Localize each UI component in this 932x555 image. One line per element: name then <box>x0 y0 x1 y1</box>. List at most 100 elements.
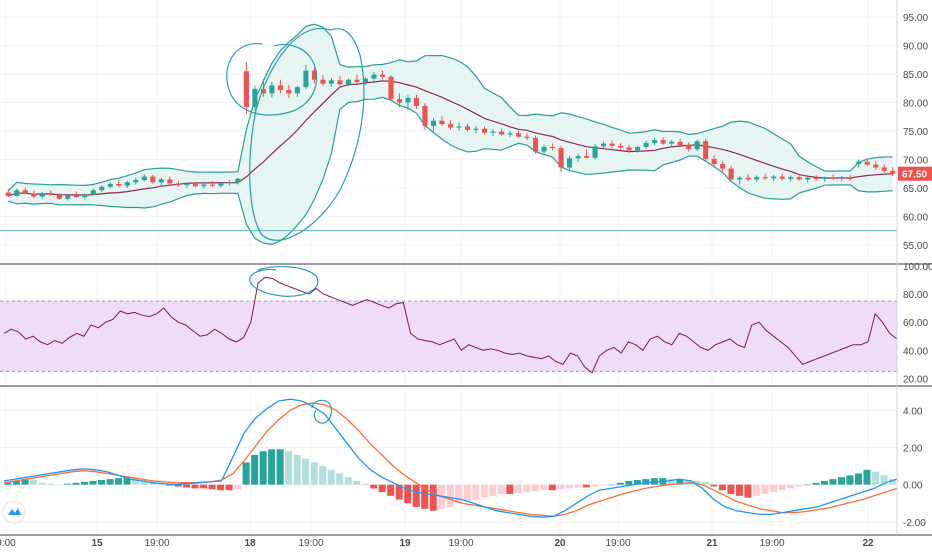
macd-histogram-bar <box>523 484 531 493</box>
macd-histogram-bar <box>540 484 548 491</box>
annotation-circle <box>249 266 319 297</box>
candle-body <box>226 182 232 184</box>
candle <box>337 76 343 86</box>
candle <box>618 142 624 150</box>
candle-body <box>269 85 275 94</box>
macd-histogram-bar <box>727 484 735 494</box>
candle <box>158 177 164 186</box>
macd-histogram-bar <box>387 484 395 496</box>
candle <box>643 140 649 149</box>
candle-body <box>856 161 862 165</box>
macd-line <box>3 398 898 518</box>
macd-histogram-bar <box>625 480 633 485</box>
rsi-line <box>3 276 898 374</box>
time-tick-label: 19:00 <box>759 538 784 549</box>
tradingview-logo-icon[interactable] <box>2 500 26 524</box>
annotation-ellipse <box>249 27 365 241</box>
macd-histogram-bar <box>693 480 701 485</box>
candle <box>269 82 275 98</box>
macd-histogram-bar <box>72 482 80 485</box>
macd-histogram-bar <box>676 479 684 485</box>
candle <box>669 140 675 147</box>
time-tick-label: 22 <box>862 538 874 549</box>
candle <box>720 161 726 172</box>
candle <box>728 165 734 182</box>
candle <box>567 156 573 170</box>
candle <box>481 126 488 135</box>
candle <box>652 137 658 146</box>
candle-body <box>439 120 445 125</box>
macd-histogram-bar <box>565 484 573 489</box>
macd-histogram-bar <box>327 469 335 485</box>
macd-histogram-bar <box>166 484 174 486</box>
annotation-layer <box>226 27 365 424</box>
candle <box>439 116 445 126</box>
candle-body <box>447 124 454 128</box>
macd-histogram-bar <box>795 484 803 487</box>
candle-body <box>328 80 334 84</box>
rsi-panel[interactable] <box>0 276 898 374</box>
candle-body <box>184 183 190 186</box>
macd-histogram-bar <box>599 484 607 486</box>
macd-histogram-bar <box>786 484 794 489</box>
time-tick-label: 21 <box>706 538 718 549</box>
candle <box>328 78 334 87</box>
candle <box>22 187 28 195</box>
candle <box>354 74 360 84</box>
candle <box>737 175 743 185</box>
macd-histogram-bar <box>378 484 386 493</box>
candle-body <box>116 183 122 186</box>
macd-histogram-bar <box>64 483 72 485</box>
candle <box>575 153 581 162</box>
candle <box>635 145 641 153</box>
candle <box>243 61 249 114</box>
candle-body <box>5 192 11 196</box>
candle-body <box>601 143 607 147</box>
macd-histogram-bar <box>752 484 760 496</box>
candle <box>754 175 760 182</box>
macd-histogram-bar <box>608 484 616 486</box>
candle <box>362 76 369 85</box>
macd-tick-label: 2.00 <box>903 443 923 454</box>
rsi-tick-label: 20.00 <box>903 374 928 385</box>
candle-body <box>65 195 71 199</box>
macd-histogram-bar <box>38 482 46 485</box>
candle <box>541 144 547 155</box>
rsi-tick-label: 40.00 <box>903 346 928 357</box>
time-tick-label: 19:00 <box>605 538 630 549</box>
candle-body <box>669 141 675 144</box>
macd-histogram-bar <box>47 483 55 485</box>
candle <box>90 188 96 196</box>
price-panel[interactable] <box>0 23 897 246</box>
macd-histogram-bar <box>531 484 539 492</box>
macd-histogram-bar <box>446 484 454 507</box>
macd-histogram-bar <box>744 484 752 498</box>
candle-body <box>796 177 802 180</box>
candle <box>277 79 283 94</box>
macd-panel[interactable] <box>3 398 898 518</box>
candle-body <box>362 78 369 83</box>
time-tick-label: 19:00 <box>448 538 473 549</box>
candle-body <box>498 131 505 135</box>
candle <box>456 123 462 131</box>
macd-histogram-bar <box>497 484 505 494</box>
candle-body <box>405 97 411 103</box>
candle-body <box>82 194 88 198</box>
candle <box>371 71 377 83</box>
macd-histogram-bar <box>259 451 267 485</box>
candle <box>473 125 479 134</box>
candle-body <box>677 141 683 146</box>
macd-histogram-bar <box>344 477 352 485</box>
candle-body <box>813 177 819 179</box>
macd-histogram-bar <box>302 458 310 485</box>
candle <box>107 182 113 189</box>
candle <box>116 179 122 188</box>
macd-histogram-bar <box>81 481 89 485</box>
candle <box>703 138 709 162</box>
candle-body <box>175 183 181 186</box>
candle-body <box>575 156 581 159</box>
time-tick-label: 19 <box>399 538 411 549</box>
candle <box>813 174 819 182</box>
candle <box>558 145 564 173</box>
